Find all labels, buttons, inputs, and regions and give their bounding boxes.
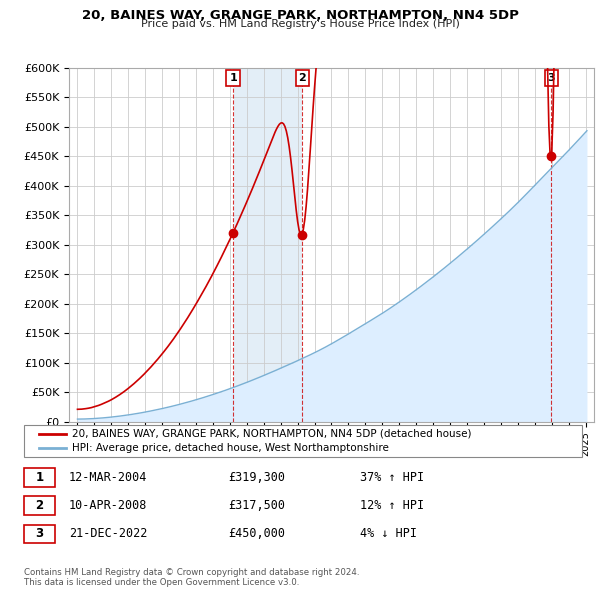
Text: £319,300: £319,300 [228,471,285,484]
Text: 2: 2 [298,73,306,83]
Text: 3: 3 [547,73,555,83]
Text: 12-MAR-2004: 12-MAR-2004 [69,471,148,484]
Text: HPI: Average price, detached house, West Northamptonshire: HPI: Average price, detached house, West… [72,444,389,454]
Text: 1: 1 [229,73,237,83]
Text: 4% ↓ HPI: 4% ↓ HPI [360,527,417,540]
Text: 3: 3 [35,527,44,540]
Text: Price paid vs. HM Land Registry's House Price Index (HPI): Price paid vs. HM Land Registry's House … [140,19,460,30]
Text: 10-APR-2008: 10-APR-2008 [69,499,148,512]
Text: 1: 1 [35,471,44,484]
Text: 12% ↑ HPI: 12% ↑ HPI [360,499,424,512]
Text: 21-DEC-2022: 21-DEC-2022 [69,527,148,540]
Text: 20, BAINES WAY, GRANGE PARK, NORTHAMPTON, NN4 5DP: 20, BAINES WAY, GRANGE PARK, NORTHAMPTON… [82,9,518,22]
Text: 37% ↑ HPI: 37% ↑ HPI [360,471,424,484]
Text: £450,000: £450,000 [228,527,285,540]
Text: 2: 2 [35,499,44,512]
Text: Contains HM Land Registry data © Crown copyright and database right 2024.
This d: Contains HM Land Registry data © Crown c… [24,568,359,587]
Text: 20, BAINES WAY, GRANGE PARK, NORTHAMPTON, NN4 5DP (detached house): 20, BAINES WAY, GRANGE PARK, NORTHAMPTON… [72,428,472,438]
Text: £317,500: £317,500 [228,499,285,512]
